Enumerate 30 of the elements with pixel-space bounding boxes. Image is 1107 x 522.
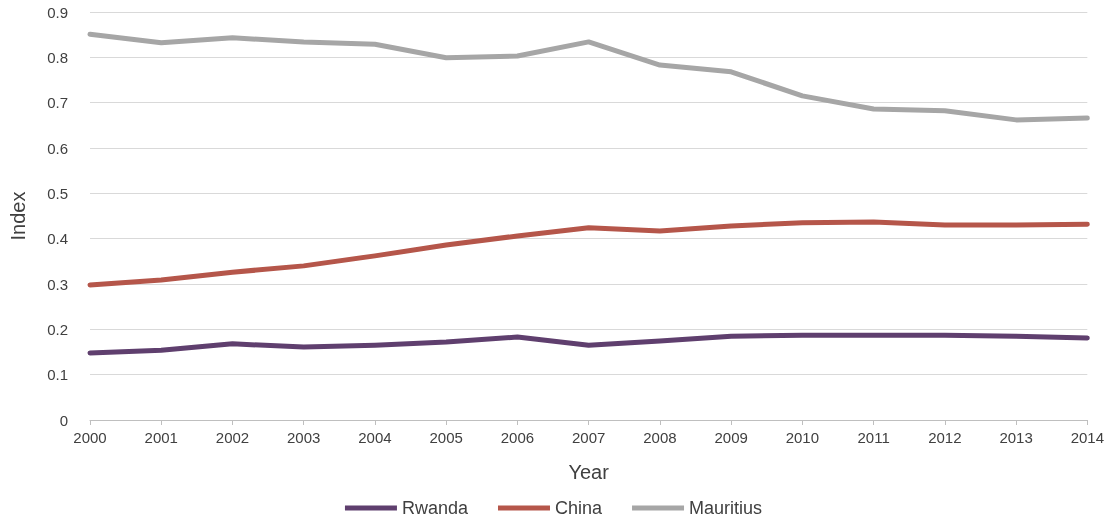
y-tick-label: 0.5	[47, 184, 68, 202]
y-tick-label: 0.7	[47, 94, 68, 112]
x-tick-label: 2010	[785, 429, 820, 446]
x-tick-label: 2004	[358, 429, 392, 446]
x-tick-label: 2006	[500, 429, 535, 446]
y-tick-label: 0.8	[47, 48, 68, 66]
x-tick-label: 2008	[643, 429, 677, 446]
x-tick-label: 2001	[144, 429, 178, 446]
y-tick-label: 0.3	[47, 275, 68, 293]
x-tick-label: 2012	[928, 429, 962, 446]
legend-label: Mauritius	[689, 498, 763, 518]
x-tick-label: 2009	[714, 429, 748, 446]
x-tick-label: 2014	[1070, 429, 1104, 446]
x-tick-label: 2005	[429, 429, 463, 446]
y-tick-label: 0.9	[47, 3, 68, 21]
x-axis-title: Year	[568, 461, 610, 483]
y-tick-label: 0.1	[47, 366, 68, 384]
y-axis-title: Index	[7, 191, 29, 241]
x-tick-label: 2013	[999, 429, 1033, 446]
x-tick-label: 2007	[571, 429, 606, 446]
legend-label: Rwanda	[401, 498, 469, 518]
y-tick-label: 0.2	[47, 320, 68, 338]
y-tick-label: 0.6	[47, 139, 68, 157]
y-tick-label: 0.4	[47, 230, 68, 248]
x-tick-label: 2002	[215, 429, 250, 446]
legend-label: China	[555, 498, 604, 518]
y-tick-label: 0	[59, 411, 68, 429]
x-tick-label: 2000	[73, 429, 107, 446]
x-tick-label: 2011	[857, 429, 890, 446]
x-tick-label: 2003	[287, 429, 321, 446]
